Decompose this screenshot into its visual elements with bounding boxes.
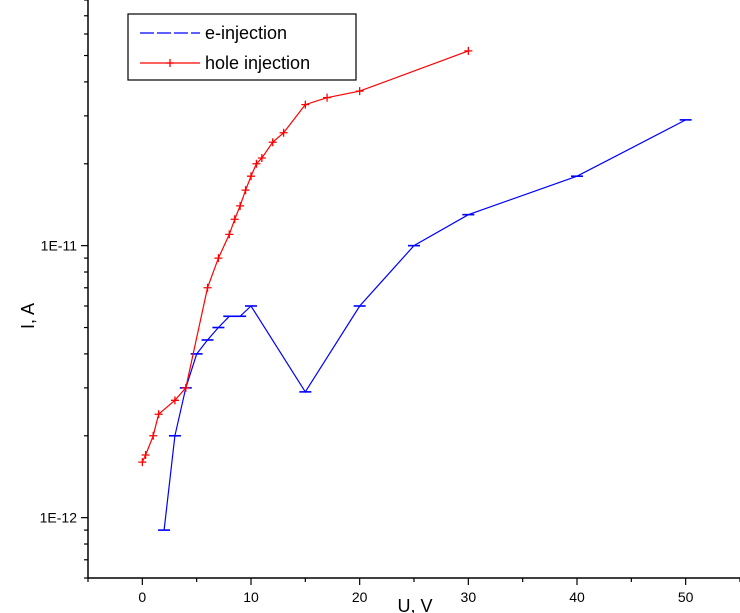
data-point [301, 100, 310, 109]
x-tick-label: 0 [138, 589, 146, 605]
x-tick-label: 20 [352, 589, 368, 605]
legend: e-injection hole injection [127, 13, 357, 81]
data-point [154, 410, 163, 419]
y-tick-label: 1E-11 [41, 238, 78, 254]
data-point [257, 154, 266, 163]
data-point [149, 431, 158, 440]
legend-label: hole injection [205, 53, 310, 73]
legend-label: e-injection [205, 23, 287, 43]
data-point [464, 46, 473, 55]
data-point [214, 254, 223, 263]
data-point [355, 87, 364, 96]
x-tick-label: 50 [678, 589, 694, 605]
series-line-e [163, 119, 686, 531]
x-axis-label: U, V [397, 596, 432, 613]
data-point [323, 93, 332, 102]
data-point [138, 458, 147, 467]
axes: 0 10 20 30 40 50 1E-12 1E-11 [40, 0, 740, 605]
data-point [141, 450, 150, 459]
data-point [170, 396, 179, 405]
series-e [158, 119, 692, 531]
data-point [203, 283, 212, 292]
series-hole [138, 46, 473, 467]
x-tick-label: 40 [569, 589, 585, 605]
legend-marker [166, 59, 174, 67]
legend-box [127, 13, 357, 81]
y-tick-label: 1E-12 [40, 510, 78, 526]
data-point [268, 138, 277, 147]
legend-item-hole: hole injection [140, 53, 310, 73]
x-tick-label: 30 [461, 589, 477, 605]
series-line-hole [141, 50, 469, 463]
data-point [225, 230, 234, 239]
data-point [236, 201, 245, 210]
data-point [252, 159, 261, 168]
data-point [247, 172, 255, 181]
legend-item-e: e-injection [140, 23, 287, 43]
data-point [279, 128, 288, 137]
x-tick-label: 10 [243, 589, 259, 605]
data-point [241, 186, 250, 195]
data-point [230, 215, 239, 224]
y-axis-label: I, A [18, 303, 38, 329]
series-layer [138, 46, 692, 531]
data-point [181, 383, 190, 392]
